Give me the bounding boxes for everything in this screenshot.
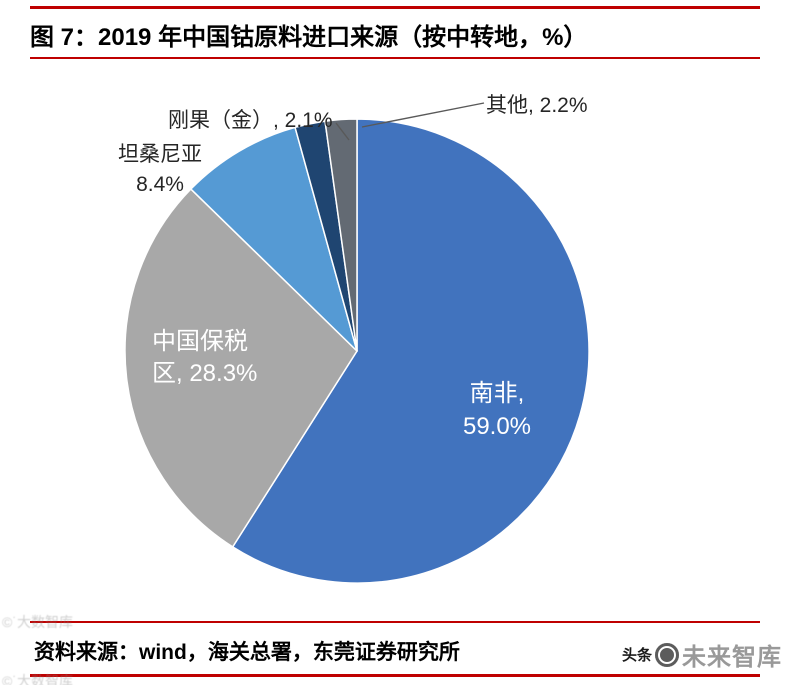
label-south-africa-line1: 南非, xyxy=(469,380,525,407)
top-rule xyxy=(30,6,760,9)
watermark-prefix: 头条 xyxy=(621,647,652,664)
label-bonded-zone-line1: 中国保税 xyxy=(152,328,248,355)
pie-slice-4 xyxy=(324,118,358,352)
pie-slice-0 xyxy=(231,118,590,584)
pie-slice-2 xyxy=(190,126,358,352)
label-tanzania-line2: 8.4% xyxy=(136,173,184,196)
pie-slice-1 xyxy=(124,188,358,548)
watermark-name: 未来智库 xyxy=(682,644,782,671)
leader-line-congo xyxy=(335,122,350,141)
source-note: 资料来源：wind，海关总署，东莞证券研究所 xyxy=(34,641,460,664)
label-congo: 刚果（金）, 2.1% xyxy=(168,104,333,134)
label-tanzania: 坦桑尼亚 8.4% xyxy=(100,140,220,200)
footer-bottom-rule xyxy=(30,674,760,677)
label-bonded-zone-line2: 区, 28.3% xyxy=(152,360,258,387)
leader-lines xyxy=(335,102,485,141)
label-other-text: 其他, 2.2% xyxy=(486,94,588,117)
label-bonded-zone: 中国保税 区, 28.3% xyxy=(152,326,257,390)
label-other: 其他, 2.2% xyxy=(486,89,588,119)
label-south-africa: 南非, 59.0% xyxy=(437,377,557,443)
label-south-africa-line2: 59.0% xyxy=(462,413,532,440)
leader-line-other xyxy=(361,102,485,128)
pie-slices xyxy=(124,118,590,584)
watermark-right: 头条 未来智库 xyxy=(622,637,782,672)
figure-title: 图 7：2019 年中国钴原料进口来源（按中转地，%） xyxy=(30,24,588,51)
label-tanzania-line1: 坦桑尼亚 xyxy=(118,143,202,166)
footer-top-rule xyxy=(30,621,760,623)
watermark-left-2: ©˙大数智库 xyxy=(2,673,73,685)
label-congo-text: 刚果（金）, 2.1% xyxy=(168,109,333,132)
title-bottom-rule xyxy=(30,57,760,59)
watermark-left-1: ©˙大数智库 xyxy=(2,614,73,630)
toutiao-logo-icon xyxy=(655,642,679,667)
